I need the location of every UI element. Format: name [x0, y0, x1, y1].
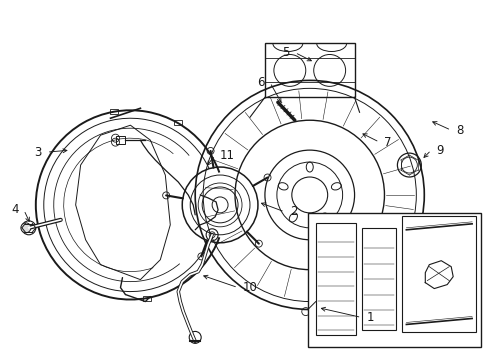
Bar: [308, 213, 481, 347]
Text: 8: 8: [456, 124, 464, 137]
Text: 2: 2: [290, 205, 297, 219]
Text: 11: 11: [220, 149, 235, 162]
Bar: [116, 136, 125, 144]
Text: 6: 6: [257, 76, 265, 89]
Bar: [402, 216, 476, 332]
Bar: [362, 228, 396, 330]
Bar: [110, 109, 118, 114]
Bar: [265, 42, 355, 97]
Circle shape: [21, 223, 31, 233]
Text: 5: 5: [282, 46, 290, 59]
Text: 9: 9: [436, 144, 444, 157]
Text: 10: 10: [243, 281, 258, 294]
Text: 4: 4: [11, 203, 19, 216]
Text: 3: 3: [34, 145, 42, 159]
Bar: [316, 223, 356, 336]
Bar: [174, 121, 182, 125]
Text: 7: 7: [385, 136, 392, 149]
Text: 1: 1: [367, 311, 374, 324]
Bar: [143, 296, 151, 301]
